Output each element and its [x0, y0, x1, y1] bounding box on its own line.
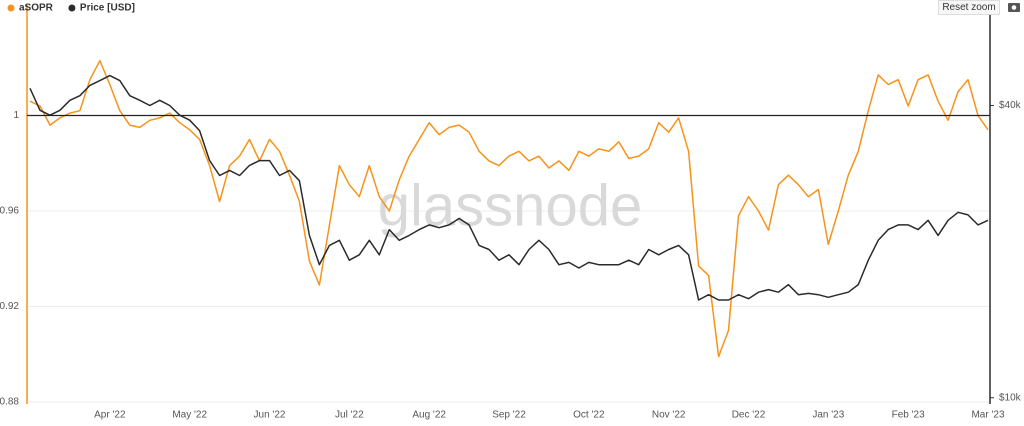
watermark: glassnode [378, 173, 642, 238]
x-tick-label: Mar '23 [971, 410, 1004, 421]
legend-label[interactable]: Price [USD] [80, 3, 135, 14]
y-tick-label: 0.88 [0, 397, 19, 408]
x-tick-label: Jul '22 [335, 410, 364, 421]
series-line [29, 74, 989, 301]
y-tick-label: 0.92 [0, 301, 19, 312]
x-tick-label: Sep '22 [492, 410, 526, 421]
x-tick-label: Dec '22 [732, 410, 766, 421]
legend-label[interactable]: aSOPR [19, 3, 54, 14]
y2-tick-label: $10k [999, 392, 1022, 403]
x-tick-label: Nov '22 [652, 410, 686, 421]
reset-zoom-button[interactable]: Reset zoom [938, 0, 1000, 15]
y-tick-label: 0.96 [0, 206, 19, 217]
series-line [29, 59, 989, 358]
camera-icon[interactable] [1008, 3, 1020, 12]
x-tick-label: Aug '22 [412, 410, 446, 421]
x-tick-label: Jun '22 [254, 410, 286, 421]
x-tick-label: May '22 [172, 410, 207, 421]
x-tick-label: Feb '23 [892, 410, 925, 421]
y-tick-label: 1 [13, 110, 19, 121]
x-tick-label: Oct '22 [573, 410, 605, 421]
y2-tick-label: $40k [999, 100, 1022, 111]
x-tick-label: Jan '23 [812, 410, 844, 421]
x-tick-label: Apr '22 [94, 410, 126, 421]
legend-marker [68, 4, 76, 12]
legend-marker [7, 4, 15, 12]
